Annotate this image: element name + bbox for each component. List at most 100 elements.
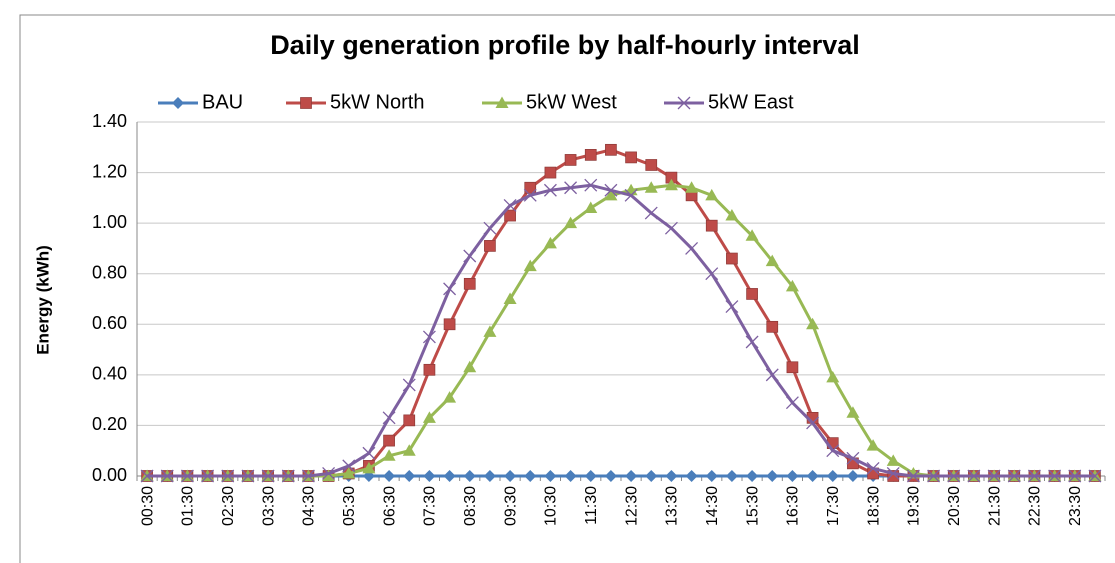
data-point bbox=[564, 181, 578, 195]
x-tick-label: 01:30 bbox=[180, 486, 197, 526]
x-tick-label: 10:30 bbox=[543, 486, 560, 526]
data-point bbox=[645, 470, 658, 482]
x-tick-label: 12:30 bbox=[623, 486, 640, 526]
series-line bbox=[147, 183, 1095, 478]
x-tick-label: 06:30 bbox=[381, 486, 398, 526]
data-point bbox=[604, 470, 617, 482]
data-point bbox=[785, 396, 799, 410]
legend-label: 5kW East bbox=[708, 91, 794, 113]
x-tick-label: 20:30 bbox=[946, 486, 963, 526]
data-point bbox=[584, 201, 598, 213]
data-point bbox=[301, 469, 315, 483]
data-point bbox=[201, 469, 215, 483]
data-point bbox=[725, 209, 739, 221]
data-point bbox=[625, 470, 638, 482]
data-point bbox=[685, 241, 699, 255]
data-point bbox=[503, 198, 517, 212]
data-point bbox=[383, 434, 395, 447]
data-point bbox=[987, 469, 1001, 483]
x-tick-label: 04:30 bbox=[301, 486, 318, 526]
data-point bbox=[746, 288, 758, 300]
data-point bbox=[504, 470, 517, 482]
data-point bbox=[705, 267, 719, 281]
data-point bbox=[1007, 469, 1021, 483]
data-point bbox=[564, 470, 577, 482]
data-point bbox=[785, 279, 799, 292]
data-point bbox=[705, 219, 718, 232]
data-point bbox=[806, 317, 820, 330]
y-tick-label: 1.20 bbox=[92, 161, 127, 181]
legend-label: 5kW North bbox=[330, 91, 424, 113]
data-point bbox=[423, 470, 436, 482]
y-tick-label: 0.40 bbox=[92, 364, 127, 384]
data-point bbox=[160, 469, 174, 483]
data-point bbox=[645, 159, 658, 171]
data-point bbox=[564, 154, 577, 166]
data-point bbox=[967, 469, 981, 483]
x-tick-label: 23:30 bbox=[1067, 486, 1084, 526]
data-point bbox=[382, 411, 396, 425]
data-point bbox=[523, 188, 537, 202]
data-point bbox=[241, 469, 255, 483]
data-point bbox=[403, 470, 416, 482]
data-point bbox=[664, 221, 678, 235]
data-point bbox=[564, 216, 578, 229]
x-tick-label: 02:30 bbox=[220, 486, 237, 526]
data-point bbox=[665, 470, 678, 482]
data-point bbox=[927, 469, 941, 483]
data-point bbox=[765, 254, 779, 267]
x-tick-label: 08:30 bbox=[462, 486, 479, 526]
data-point bbox=[342, 459, 356, 473]
data-point bbox=[402, 378, 416, 392]
data-point bbox=[846, 451, 860, 465]
legend-marker bbox=[300, 97, 312, 109]
y-tick-label: 1.00 bbox=[92, 212, 127, 232]
data-point bbox=[443, 470, 456, 482]
data-point bbox=[685, 470, 698, 482]
data-point bbox=[483, 221, 497, 235]
data-point bbox=[523, 259, 537, 272]
legend-marker bbox=[677, 96, 691, 110]
data-point bbox=[846, 406, 860, 418]
data-point bbox=[726, 252, 738, 265]
legend-label: 5kW West bbox=[526, 91, 617, 113]
data-point bbox=[826, 370, 840, 383]
data-point bbox=[786, 361, 799, 374]
data-point bbox=[1048, 469, 1062, 483]
data-point bbox=[503, 292, 517, 304]
data-point bbox=[1027, 469, 1041, 483]
data-point bbox=[644, 206, 658, 220]
data-point bbox=[524, 470, 537, 482]
y-axis-label: Energy (kWh) bbox=[33, 245, 52, 355]
x-tick-label: 15:30 bbox=[744, 486, 761, 526]
data-point bbox=[221, 469, 235, 483]
x-tick-label: 16:30 bbox=[785, 486, 802, 526]
data-point bbox=[705, 470, 718, 482]
data-point bbox=[423, 363, 436, 376]
data-point bbox=[543, 183, 557, 197]
data-point bbox=[544, 166, 557, 179]
data-point bbox=[886, 467, 900, 480]
data-point bbox=[524, 181, 537, 194]
data-point bbox=[443, 391, 457, 403]
data-point bbox=[584, 470, 597, 482]
data-point bbox=[281, 469, 295, 483]
x-tick-label: 17:30 bbox=[825, 486, 842, 526]
data-point bbox=[584, 178, 598, 192]
data-point bbox=[140, 469, 154, 483]
data-point bbox=[362, 461, 376, 474]
data-point bbox=[604, 188, 618, 201]
data-point bbox=[504, 209, 516, 222]
data-point bbox=[644, 181, 658, 193]
data-point bbox=[685, 181, 699, 193]
x-tick-label: 19:30 bbox=[906, 486, 923, 526]
data-point bbox=[261, 469, 275, 483]
data-point bbox=[765, 368, 779, 382]
data-point bbox=[402, 444, 416, 456]
legend-label: BAU bbox=[202, 91, 243, 113]
data-point bbox=[362, 446, 376, 460]
data-point bbox=[826, 470, 839, 482]
data-point bbox=[463, 277, 476, 290]
data-point bbox=[725, 470, 738, 482]
